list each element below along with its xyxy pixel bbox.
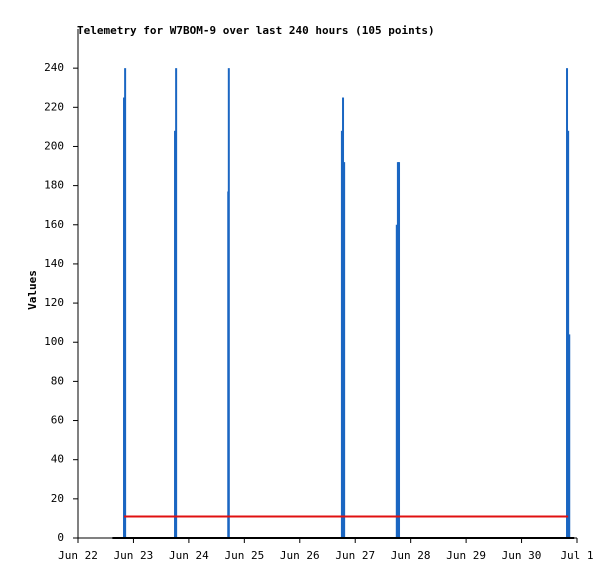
bar xyxy=(123,97,126,539)
y-tick-label: 120 xyxy=(44,296,64,309)
y-tick-label: 160 xyxy=(44,218,64,231)
y-tick-label: 0 xyxy=(57,531,64,544)
y-tick-label: 220 xyxy=(44,100,64,113)
y-axis-label: Values xyxy=(26,270,39,310)
x-tick-label: Jul 1 xyxy=(560,549,593,562)
bar xyxy=(398,162,401,538)
bar xyxy=(340,130,343,539)
y-tick-label: 100 xyxy=(44,335,64,348)
y-tick-label: 40 xyxy=(51,453,64,466)
bar xyxy=(566,68,569,539)
y-tick-label: 20 xyxy=(51,492,64,505)
bar xyxy=(342,97,345,539)
x-tick-label: Jun 28 xyxy=(391,549,431,562)
x-tick-label: Jun 29 xyxy=(446,549,486,562)
y-tick-label: 80 xyxy=(51,374,64,387)
bar xyxy=(567,130,570,539)
x-tick-label: Jun 30 xyxy=(502,549,542,562)
x-tick-label: Jun 26 xyxy=(280,549,320,562)
x-tick-label: Jun 25 xyxy=(224,549,264,562)
y-tick-label: 140 xyxy=(44,257,64,270)
bar xyxy=(568,334,571,538)
chart-title: Telemetry for W7BOM-9 over last 240 hour… xyxy=(77,24,435,37)
y-tick-label: 200 xyxy=(44,139,64,152)
y-tick-label: 60 xyxy=(51,414,64,427)
bar xyxy=(395,224,398,538)
y-tick-label: 240 xyxy=(44,61,64,74)
bar xyxy=(124,68,127,539)
y-tick-label: 180 xyxy=(44,179,64,192)
bar xyxy=(174,130,177,539)
x-tick-label: Jun 24 xyxy=(169,549,209,562)
x-tick-label: Jun 22 xyxy=(58,549,98,562)
bar xyxy=(343,162,346,538)
x-tick-label: Jun 27 xyxy=(335,549,375,562)
bar xyxy=(396,162,399,538)
bar xyxy=(175,68,178,539)
bar xyxy=(227,68,230,539)
x-tick-label: Jun 23 xyxy=(114,549,154,562)
